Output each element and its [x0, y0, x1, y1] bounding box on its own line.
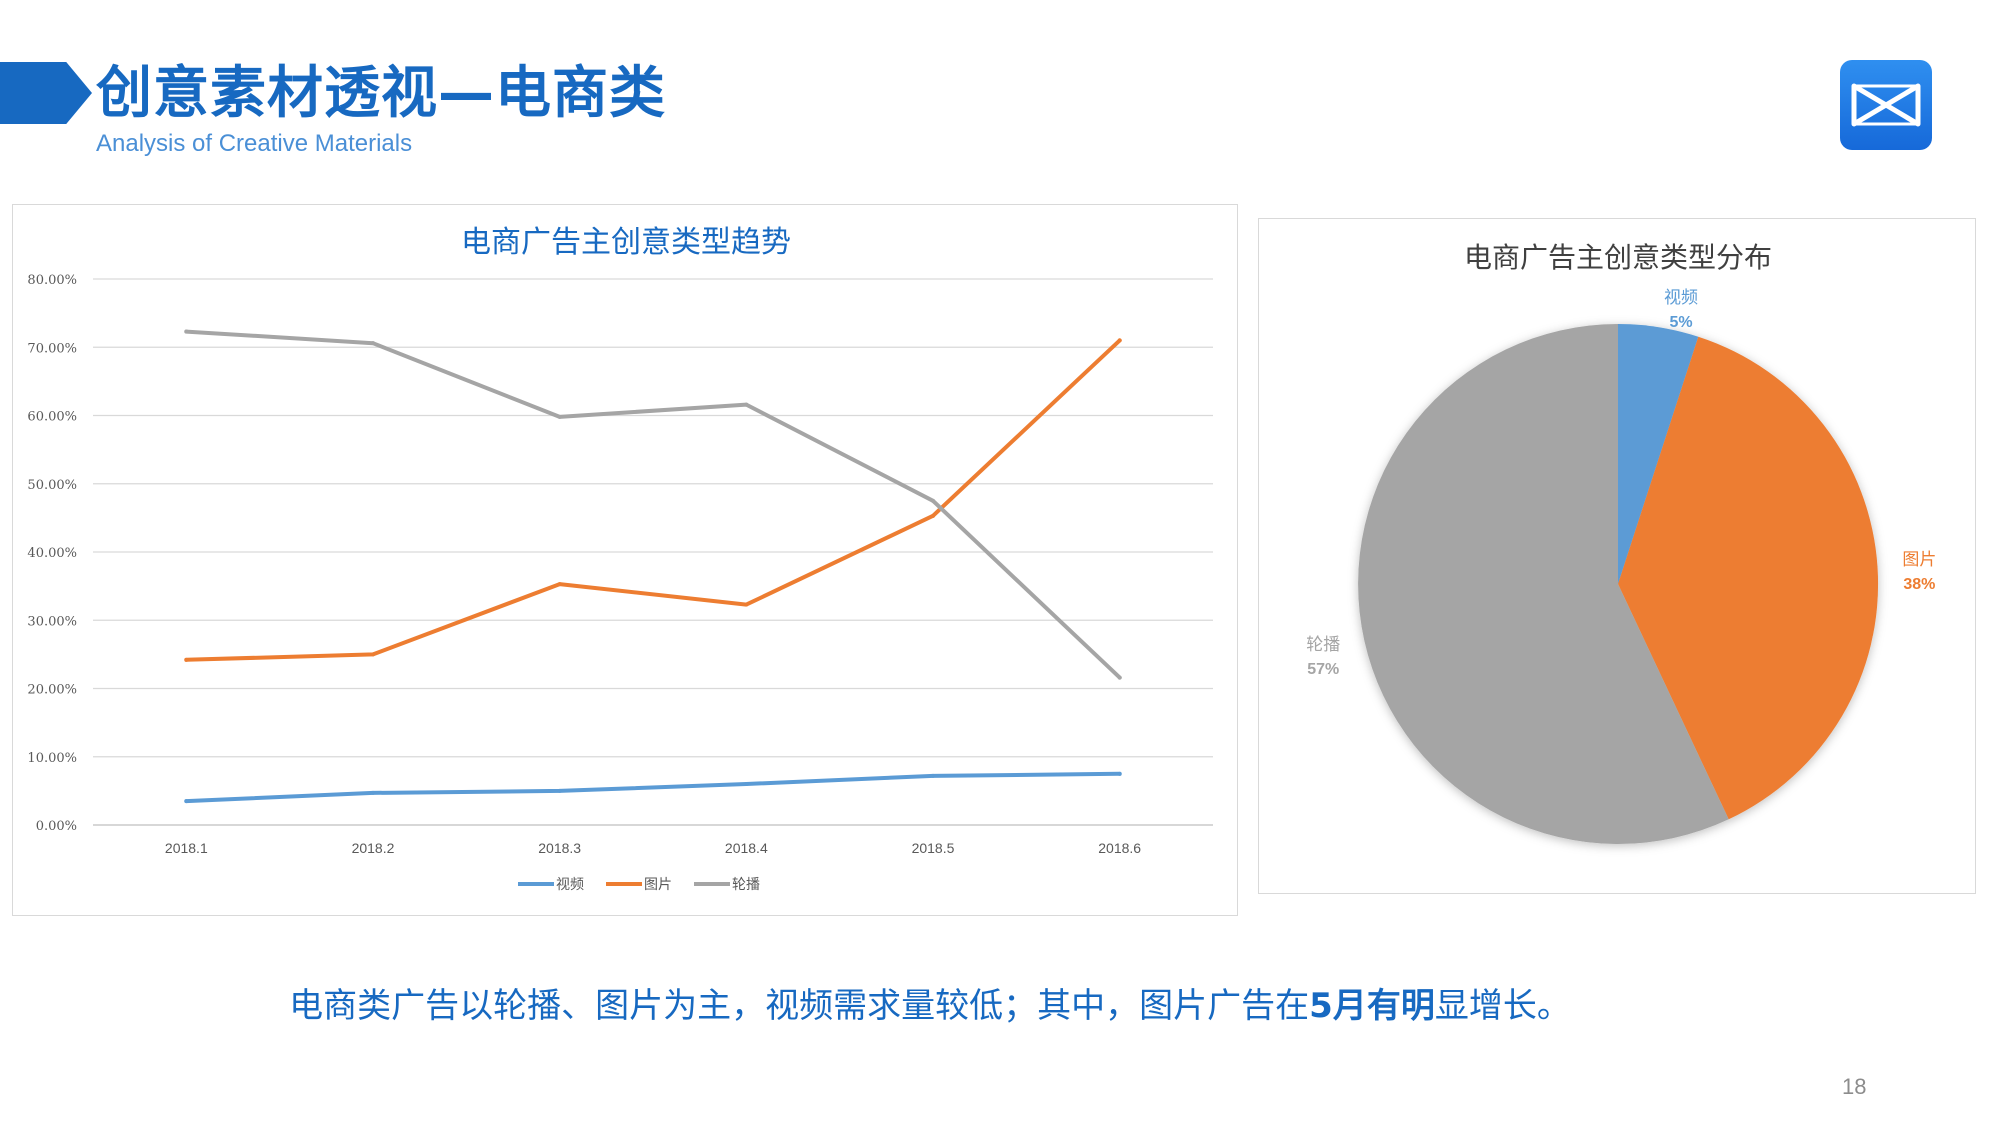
data-point [184, 799, 189, 804]
x-tick-label: 2018.6 [1098, 840, 1141, 856]
x-tick-label: 2018.5 [912, 840, 955, 856]
data-point [1117, 338, 1122, 343]
data-point [371, 790, 375, 795]
page-title: 创意素材透视—电商类 [96, 61, 666, 126]
caption-text-start: 电商类广告以轮播、图片为主，视频需求量较低；其中，图片广告在 [289, 986, 1310, 1026]
bowtie-logo-icon [1851, 83, 1921, 127]
data-point [557, 788, 562, 793]
data-point [931, 773, 935, 778]
pie-slices [1358, 324, 1879, 844]
y-tick-label: 0.00% [36, 819, 77, 834]
legend-label: 轮播 [732, 877, 760, 893]
caption-text-emphasis: 5月有明 [1309, 986, 1435, 1026]
series-line-轮播 [184, 329, 1122, 680]
legend-label: 图片 [644, 877, 672, 893]
header-arrow-marker [0, 62, 92, 124]
line-chart-title: 电商广告主创意类型趋势 [461, 225, 791, 260]
data-point [184, 329, 189, 334]
data-point [931, 513, 935, 518]
x-tick-label: 2018.4 [725, 840, 768, 856]
data-point [1117, 675, 1122, 680]
page-number: 18 [1842, 1074, 1867, 1099]
brand-logo [1840, 60, 1932, 150]
pie-chart-panel: 电商广告主创意类型分布视频 5% 图片 38% 轮播 57% [1258, 218, 1976, 894]
page-subtitle: Analysis of Creative Materials [96, 130, 413, 157]
y-tick-label: 10.00% [27, 751, 77, 766]
data-point [744, 782, 749, 787]
data-point [371, 341, 375, 346]
pie-label-percent: 57% [1307, 661, 1339, 678]
x-tick-label: 2018.1 [165, 840, 208, 856]
line-chart-panel: 电商广告主创意类型趋势 0.00% 10.00% 20.00% 30.00% 40.00%… [12, 204, 1238, 916]
summary-caption: 电商类广告以轮播、图片为主，视频需求量较低；其中，图片广告在5月有明显增长。 [0, 978, 1860, 1027]
series-line-图片 [184, 338, 1122, 662]
data-point [931, 498, 935, 503]
pie-slice-图片 [1618, 336, 1879, 820]
data-point [557, 414, 562, 419]
x-tick-label: 2018.3 [538, 840, 581, 856]
caption-text-end: 显增长。 [1434, 986, 1571, 1026]
pie-chart-title: 电商广告主创意类型分布 [1464, 241, 1772, 274]
pie-slice-视频 [1618, 324, 1699, 584]
pie-label-percent: 5% [1669, 314, 1692, 331]
y-tick-label: 50.00% [27, 478, 77, 493]
data-point [1117, 771, 1122, 776]
y-tick-label: 20.00% [27, 683, 77, 698]
y-tick-label: 60.00% [27, 410, 77, 425]
data-point [744, 602, 749, 607]
pie-label-name: 轮播 [1306, 635, 1340, 655]
data-point [184, 657, 189, 662]
y-tick-label: 70.00% [27, 341, 77, 356]
data-point [744, 402, 749, 407]
y-tick-label: 40.00% [27, 546, 77, 561]
pie-slice-轮播 [1358, 324, 1729, 844]
line-chart: 电商广告主创意类型趋势 0.00% 10.00% 20.00% 30.00% 40.00%… [27, 225, 1213, 893]
legend-label: 视频 [556, 877, 584, 893]
pie-label-name: 图片 [1902, 550, 1936, 570]
x-tick-label: 2018.2 [352, 840, 395, 856]
data-point [371, 652, 375, 657]
data-point [557, 582, 562, 587]
y-tick-label: 30.00% [27, 614, 77, 629]
pie-label-name: 视频 [1664, 288, 1698, 308]
series-line-视频 [184, 771, 1122, 804]
pie-label-percent: 38% [1903, 576, 1935, 593]
y-tick-label: 80.00% [27, 273, 77, 288]
